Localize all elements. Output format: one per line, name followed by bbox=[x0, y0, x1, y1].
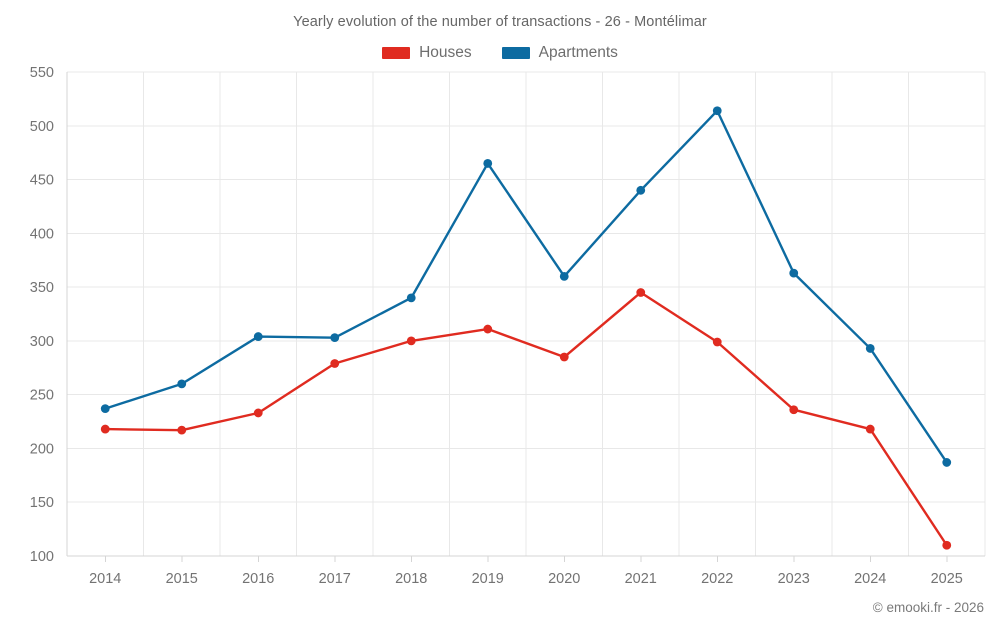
legend-label-houses: Houses bbox=[419, 44, 472, 61]
data-point-apartments-2019[interactable]: Apartments 2019: 465 bbox=[483, 159, 493, 168]
x-tick-2021: 2021 bbox=[625, 571, 657, 587]
data-point-houses-2022[interactable]: Houses 2022: 299 bbox=[712, 337, 722, 347]
legend-swatch-houses bbox=[382, 47, 411, 59]
y-tick-550: 550 bbox=[30, 65, 54, 81]
data-point-apartments-2018[interactable]: Apartments 2018: 340 bbox=[406, 293, 416, 303]
x-tick-2014: 2014 bbox=[89, 571, 121, 587]
data-point-houses-2021[interactable]: Houses 2021: 345 bbox=[636, 288, 646, 297]
x-axis-tick-labels: 2014 2015 2016 2017 2018 2019 2020 2021 2022 2023… bbox=[89, 571, 963, 587]
data-point-apartments-2021[interactable]: Apartments 2021: 440 bbox=[636, 185, 646, 195]
y-tick-200: 200 bbox=[30, 441, 54, 457]
copyright-credit: © emooki.fr - 2026 bbox=[872, 600, 984, 615]
data-point-apartments-2014[interactable]: Apartments 2014: 237 bbox=[100, 404, 110, 414]
data-point-apartments-2024[interactable]: Apartments 2024: 293 bbox=[865, 344, 875, 353]
series-line-houses bbox=[104, 291, 948, 547]
x-tick-2017: 2017 bbox=[319, 571, 351, 587]
y-tick-150: 150 bbox=[30, 495, 54, 511]
y-tick-250: 250 bbox=[30, 388, 54, 404]
legend-swatch-apartments bbox=[501, 47, 530, 59]
data-point-houses-2017[interactable]: Houses 2017: 279 bbox=[330, 359, 340, 368]
data-point-apartments-2016[interactable]: Apartments 2016: 304 bbox=[253, 332, 263, 341]
data-point-apartments-2025[interactable]: Apartments 2025: 187 bbox=[942, 458, 952, 467]
y-axis-tick-labels: 100 150 200 250 300 350 400 450 500 550 bbox=[30, 65, 54, 565]
x-tick-2019: 2019 bbox=[472, 571, 504, 587]
data-point-houses-2023[interactable]: Houses 2023: 236 bbox=[789, 405, 799, 415]
y-tick-500: 500 bbox=[30, 119, 54, 135]
data-point-houses-2024[interactable]: Houses 2024: 218 bbox=[865, 424, 875, 434]
data-point-houses-2015[interactable]: Houses 2015: 217 bbox=[177, 425, 187, 435]
data-point-houses-2018[interactable]: Houses 2018: 300 bbox=[406, 336, 416, 346]
data-point-houses-2020[interactable]: Houses 2020: 285 bbox=[559, 352, 569, 362]
data-point-apartments-2023[interactable]: Apartments 2023: 363 bbox=[789, 268, 799, 278]
x-tick-2018: 2018 bbox=[395, 571, 427, 587]
data-point-houses-2014[interactable]: Houses 2014: 218 bbox=[100, 424, 110, 434]
y-tick-450: 450 bbox=[30, 173, 54, 189]
legend-item-houses[interactable]: Houses bbox=[382, 44, 472, 62]
y-tick-350: 350 bbox=[30, 280, 54, 296]
chart-legend: Houses Apartments bbox=[0, 44, 1000, 62]
y-tick-100: 100 bbox=[30, 549, 54, 565]
data-point-apartments-2022[interactable]: Apartments 2022: 514 bbox=[712, 106, 722, 116]
x-tick-2025: 2025 bbox=[931, 571, 963, 587]
legend-item-apartments[interactable]: Apartments bbox=[501, 44, 618, 62]
x-tick-2016: 2016 bbox=[242, 571, 274, 587]
data-point-apartments-2015[interactable]: Apartments 2015: 260 bbox=[177, 379, 187, 389]
x-tick-2023: 2023 bbox=[778, 571, 810, 587]
gridlines bbox=[66, 71, 986, 557]
x-tick-2022: 2022 bbox=[701, 571, 733, 587]
data-point-houses-2019[interactable]: Houses 2019: 311 bbox=[483, 324, 493, 334]
series-lines bbox=[104, 109, 948, 547]
y-tick-300: 300 bbox=[30, 334, 54, 350]
series-line-apartments bbox=[104, 109, 948, 464]
y-tick-400: 400 bbox=[30, 226, 54, 242]
series-markers: Houses 2014: 218 Houses 2015: 217 Houses 2… bbox=[100, 106, 952, 550]
x-tick-2015: 2015 bbox=[166, 571, 198, 587]
data-point-houses-2016[interactable]: Houses 2016: 233 bbox=[253, 408, 263, 418]
data-point-apartments-2020[interactable]: Apartments 2020: 360 bbox=[559, 271, 569, 281]
axis-lines bbox=[66, 72, 985, 562]
chart-title: Yearly evolution of the number of transa… bbox=[293, 14, 707, 30]
x-tick-2020: 2020 bbox=[548, 571, 580, 587]
legend-label-apartments: Apartments bbox=[538, 44, 618, 61]
x-tick-2024: 2024 bbox=[854, 571, 886, 587]
data-point-apartments-2017[interactable]: Apartments 2017: 303 bbox=[330, 333, 340, 343]
data-point-houses-2025[interactable]: Houses 2025: 110 bbox=[942, 540, 952, 550]
